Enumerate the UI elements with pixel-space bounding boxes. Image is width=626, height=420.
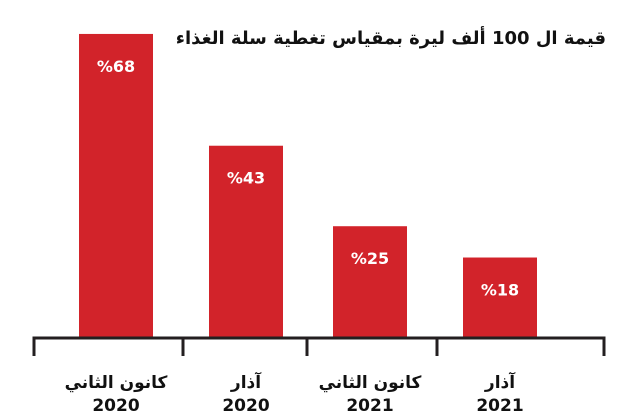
bar-value-label-4: %18 <box>481 281 519 300</box>
x-tick-label-2-year: 2020 <box>222 396 269 416</box>
x-tick-label-2-month: آذار <box>230 371 262 393</box>
bar-2 <box>209 145 283 338</box>
x-tick-label-1-year: 2020 <box>92 396 139 416</box>
x-tick-label-4-month: آذار <box>484 371 516 393</box>
x-tick-label-3-month: كانون الثاني <box>319 373 422 393</box>
x-tick-label-3-year: 2021 <box>346 396 393 416</box>
bar-3 <box>333 226 407 338</box>
chart-title: قيمة ال 100 ألف ليرة بمقياس تغطية سلة ال… <box>175 28 606 49</box>
bar-value-label-3: %25 <box>351 249 389 268</box>
bar-4 <box>463 257 537 338</box>
x-tick-label-4-year: 2021 <box>476 396 523 416</box>
bar-1 <box>79 33 153 338</box>
bar-value-label-1: %68 <box>97 57 135 76</box>
bar-value-label-2: %43 <box>227 169 265 188</box>
x-tick-label-1-month: كانون الثاني <box>65 373 168 393</box>
